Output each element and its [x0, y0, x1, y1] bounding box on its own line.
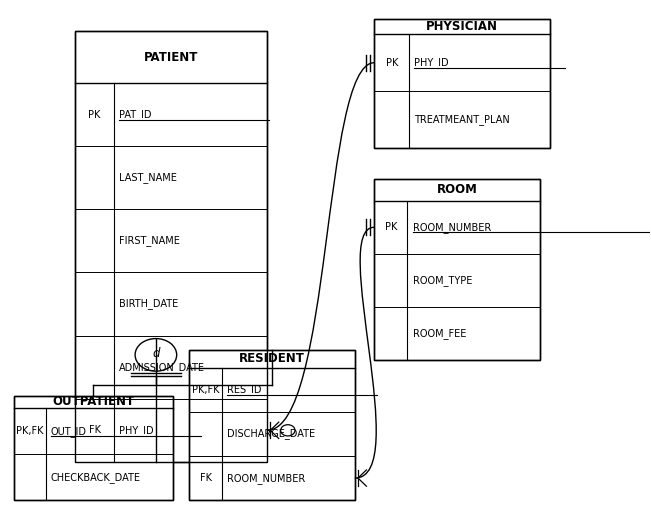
Text: CHECKBACK_DATE: CHECKBACK_DATE [51, 472, 141, 482]
Text: d: d [152, 347, 159, 360]
Text: PATIENT: PATIENT [144, 51, 199, 63]
Text: LAST_NAME: LAST_NAME [119, 172, 177, 183]
Text: BIRTH_DATE: BIRTH_DATE [119, 298, 178, 310]
Text: FK: FK [200, 473, 212, 483]
Text: ROOM_TYPE: ROOM_TYPE [413, 275, 472, 286]
Text: RESIDENT: RESIDENT [239, 352, 305, 365]
Bar [374, 18, 549, 149]
Text: RES_ID: RES_ID [227, 384, 262, 396]
Text: FK: FK [89, 425, 100, 435]
Bar [189, 350, 355, 500]
Bar [14, 396, 173, 500]
Bar [374, 179, 540, 360]
Text: PK,FK: PK,FK [192, 385, 219, 395]
Bar [14, 396, 173, 500]
Text: PHY_ID: PHY_ID [119, 425, 154, 436]
Text: ADMISSION_DATE: ADMISSION_DATE [119, 362, 205, 373]
Text: PAT_ID: PAT_ID [119, 109, 152, 120]
Text: PHY_ID: PHY_ID [415, 57, 449, 68]
Text: PK: PK [385, 58, 398, 68]
Text: PK: PK [385, 222, 397, 233]
Text: ROOM_NUMBER: ROOM_NUMBER [227, 473, 306, 483]
Bar [76, 31, 267, 462]
Text: TREATMEANT_PLAN: TREATMEANT_PLAN [415, 114, 510, 125]
Bar [374, 18, 549, 149]
Bar [189, 350, 355, 500]
Text: ROOM: ROOM [437, 183, 477, 196]
Bar [374, 179, 540, 360]
Text: OUT_ID: OUT_ID [51, 426, 87, 436]
Text: PHYSICIAN: PHYSICIAN [426, 20, 498, 33]
Text: PK: PK [89, 109, 101, 120]
Text: PK,FK: PK,FK [16, 426, 44, 436]
Text: FIRST_NAME: FIRST_NAME [119, 236, 180, 246]
Text: OUTPATIENT: OUTPATIENT [52, 396, 134, 408]
Text: DISCHARGE_DATE: DISCHARGE_DATE [227, 429, 316, 439]
Bar [76, 31, 267, 462]
Text: ROOM_NUMBER: ROOM_NUMBER [413, 222, 491, 233]
Text: ROOM_FEE: ROOM_FEE [413, 328, 466, 339]
